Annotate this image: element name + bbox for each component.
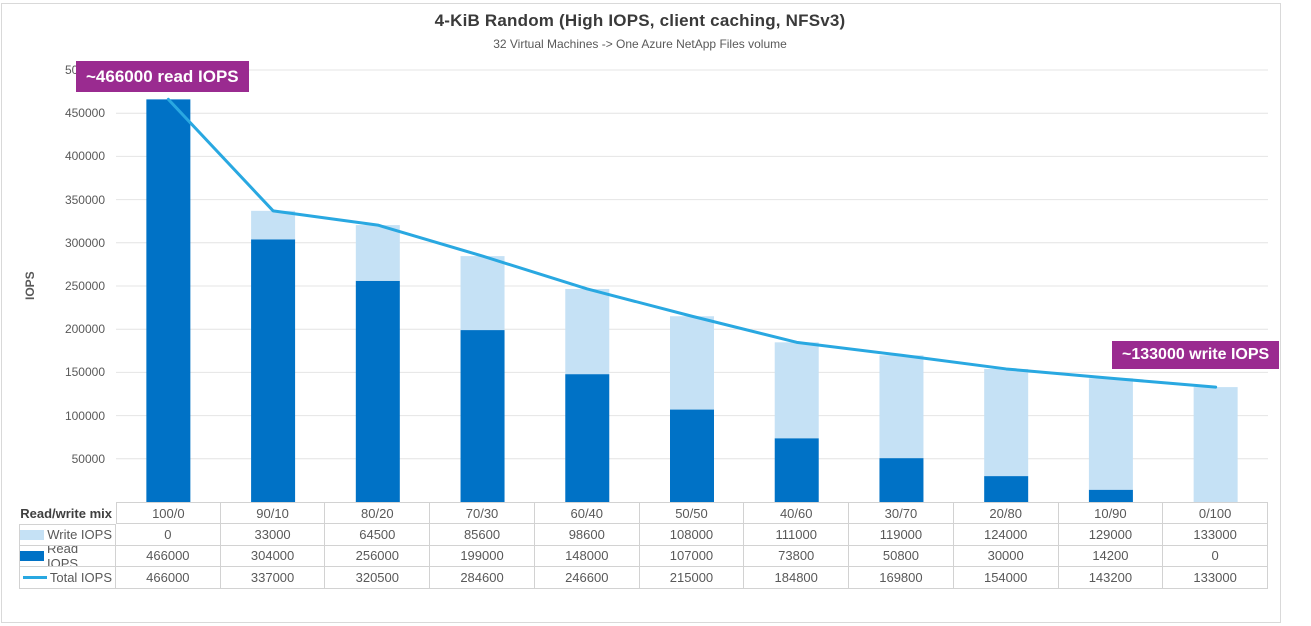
write-iops-bar [670, 316, 714, 410]
read-iops-bar [355, 280, 400, 502]
value-cell: 107000 [639, 545, 745, 567]
write-iops-bar [1193, 387, 1238, 502]
read-iops-bar [251, 239, 296, 502]
value-cell: 184800 [744, 567, 850, 589]
y-axis-tick: 200000 [64, 322, 105, 337]
category-cell: 0/100 [1163, 502, 1268, 524]
value-cell: 0 [1163, 545, 1268, 567]
category-cell: 40/60 [744, 502, 850, 524]
legend-cell-read-iops: Read IOPS [19, 545, 116, 567]
value-cell: 14200 [1058, 545, 1164, 567]
write-iops-bar [355, 225, 400, 281]
value-cell: 304000 [220, 545, 326, 567]
category-cell: 90/10 [220, 502, 326, 524]
legend-cell-total-iops: Total IOPS [19, 567, 116, 589]
value-cell: 119000 [849, 524, 954, 546]
value-cell: 124000 [953, 524, 1059, 546]
value-cell: 337000 [220, 567, 326, 589]
value-cell: 143200 [1058, 567, 1164, 589]
value-cell: 64500 [325, 524, 431, 546]
read-iops-bar [774, 438, 819, 502]
read-iops-bar [670, 409, 714, 502]
value-cell: 284600 [430, 567, 535, 589]
value-cell: 85600 [430, 524, 535, 546]
value-cell: 466000 [116, 567, 221, 589]
y-axis-tick: 150000 [64, 365, 105, 380]
value-cell: 50800 [849, 545, 954, 567]
write-iops-bar [251, 210, 296, 240]
legend-label: Read IOPS [47, 545, 79, 567]
category-cell: 20/80 [953, 502, 1059, 524]
legend-cell-write-iops: Write IOPS [19, 524, 116, 546]
category-cell: 70/30 [430, 502, 535, 524]
read-iops-bar [565, 374, 610, 502]
y-axis-tick: 50000 [71, 451, 105, 466]
chart-subtitle: 32 Virtual Machines -> One Azure NetApp … [493, 37, 787, 51]
read-iops-bar [879, 458, 924, 502]
value-cell: 98600 [534, 524, 640, 546]
value-cell: 148000 [534, 545, 640, 567]
y-axis-tick: 250000 [64, 279, 105, 293]
category-cell: 100/0 [116, 502, 221, 524]
write-iops-bar [1088, 378, 1133, 490]
y-axis-tick: 100000 [64, 408, 105, 423]
y-axis-tick: 350000 [64, 192, 105, 207]
value-cell: 108000 [639, 524, 745, 546]
y-axis-tick: 300000 [64, 235, 105, 250]
read-iops-bar [984, 476, 1029, 502]
legend-label: Write IOPS [47, 527, 112, 543]
value-cell: 0 [116, 524, 221, 546]
category-cell: 50/50 [639, 502, 745, 524]
category-cell: 60/40 [534, 502, 640, 524]
value-cell: 133000 [1163, 524, 1268, 546]
read-iops-bar [1088, 489, 1133, 502]
write-iops-bar [565, 288, 610, 375]
chart-frame [1, 3, 1281, 623]
value-cell: 246600 [534, 567, 640, 589]
value-cell: 169800 [849, 567, 954, 589]
category-cell: 10/90 [1058, 502, 1164, 524]
value-cell: 129000 [1058, 524, 1164, 546]
write-iops-bar [984, 368, 1029, 477]
y-axis-tick: 400000 [64, 149, 105, 164]
value-cell: 199000 [430, 545, 535, 567]
table-row-header: Read/write mix [20, 505, 112, 521]
write-iops-bar [460, 256, 505, 331]
value-cell: 154000 [953, 567, 1059, 589]
total-iops-swatch [22, 576, 47, 579]
value-cell: 30000 [953, 545, 1059, 567]
category-cell: 80/20 [325, 502, 431, 524]
value-cell: 111000 [744, 524, 850, 546]
read-iops-bar [146, 99, 191, 502]
y-axis-tick: 450000 [64, 106, 105, 121]
value-cell: 73800 [744, 545, 850, 567]
total-iops-line [166, 97, 1218, 389]
value-cell: 215000 [639, 567, 745, 589]
value-cell: 466000 [116, 545, 221, 567]
value-cell: 320500 [325, 567, 431, 589]
write-iops-swatch [20, 529, 45, 540]
annotation-read-iops: ~466000 read IOPS [76, 61, 249, 92]
read-iops-swatch [20, 550, 44, 561]
value-cell: 133000 [1163, 567, 1268, 589]
category-cell: 30/70 [849, 502, 954, 524]
write-iops-bar [774, 342, 819, 439]
write-iops-bar [879, 355, 924, 459]
read-iops-bar [460, 330, 505, 502]
chart-title: 4-KiB Random (High IOPS, client caching,… [434, 11, 846, 30]
legend-label: Total IOPS [49, 570, 112, 585]
annotation-write-iops: ~133000 write IOPS [1112, 341, 1280, 369]
value-cell: 256000 [325, 545, 431, 567]
value-cell: 33000 [220, 524, 326, 546]
